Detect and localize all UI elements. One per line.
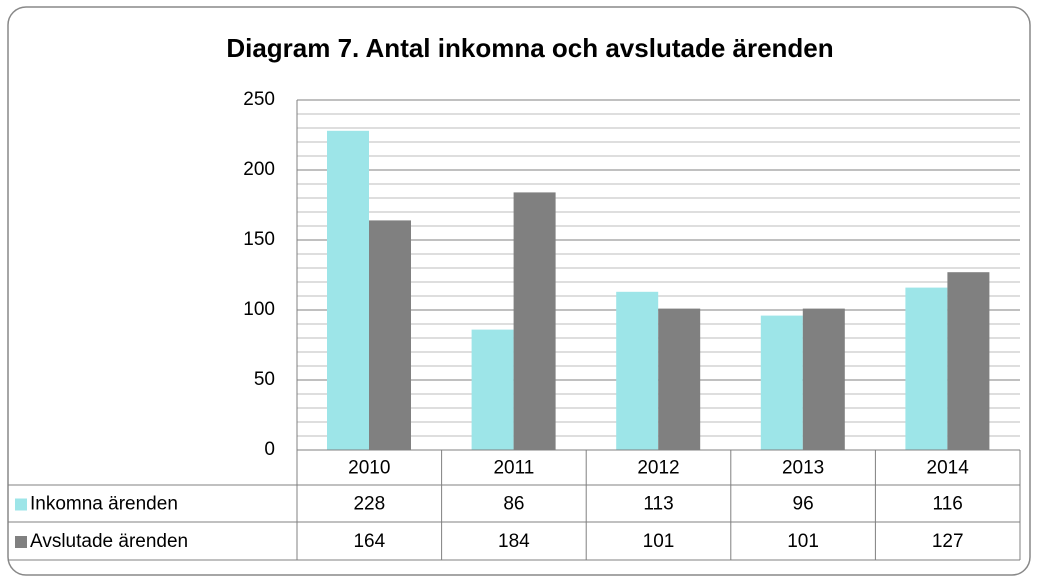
bar — [616, 291, 659, 450]
table-value: 184 — [498, 531, 530, 552]
bar — [327, 130, 369, 451]
x-tick-label: 2013 — [782, 458, 824, 479]
bar — [369, 220, 411, 450]
table-value: 113 — [643, 494, 673, 515]
bar — [947, 272, 990, 450]
bar — [802, 308, 845, 450]
table-value: 101 — [643, 531, 675, 552]
x-tick-label: 2014 — [927, 458, 970, 479]
x-tick-label: 2012 — [637, 458, 679, 479]
table-value: 228 — [353, 494, 385, 515]
table-value: 86 — [503, 494, 524, 515]
table-value: 96 — [793, 494, 814, 515]
y-tick-label: 100 — [243, 299, 275, 320]
table-value: 164 — [353, 531, 385, 552]
legend-label: Avslutade ärenden — [30, 531, 188, 552]
bar — [513, 192, 556, 450]
y-tick-label: 200 — [243, 159, 275, 180]
bar — [760, 315, 803, 450]
bar — [471, 329, 514, 450]
x-tick-label: 2010 — [348, 458, 390, 479]
y-tick-label: 0 — [264, 439, 275, 460]
legend-label: Inkomna ärenden — [30, 494, 178, 515]
legend-swatch — [15, 536, 27, 548]
bar — [658, 308, 701, 450]
y-tick-label: 250 — [243, 89, 275, 110]
table-value: 116 — [933, 494, 963, 515]
legend-swatch — [15, 498, 27, 511]
bar — [905, 287, 948, 450]
chart-title: Diagram 7. Antal inkomna och avslutade ä… — [226, 33, 833, 63]
y-tick-label: 50 — [254, 369, 275, 390]
table-value: 127 — [932, 531, 964, 552]
y-tick-label: 150 — [243, 229, 275, 250]
table-value: 101 — [787, 531, 819, 552]
x-tick-label: 2011 — [493, 458, 534, 479]
